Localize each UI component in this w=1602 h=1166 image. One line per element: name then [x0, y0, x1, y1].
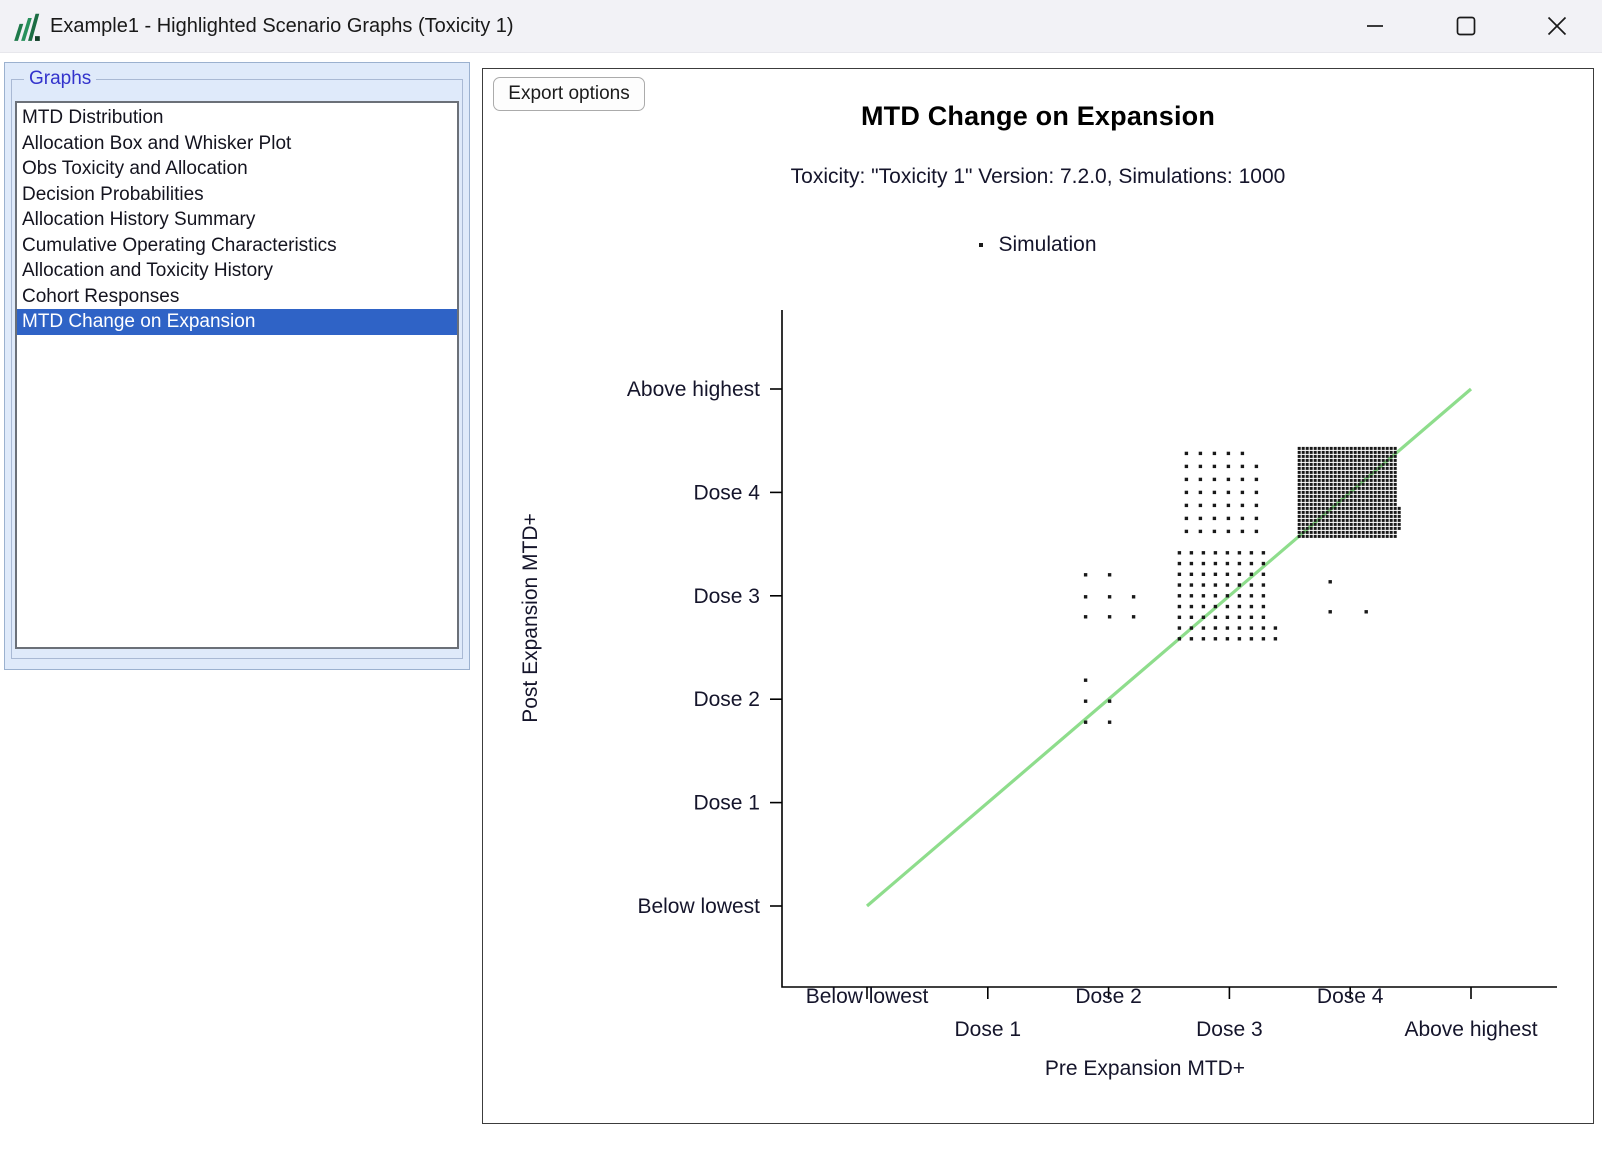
y-tick-label: Dose 4: [693, 481, 760, 504]
x-tick-label: Dose 3: [1196, 1018, 1263, 1041]
y-tick-label: Dose 3: [693, 585, 760, 608]
x-tick-label: Above highest: [1404, 1018, 1537, 1041]
graphs-groupbox-label: Graphs: [24, 68, 97, 90]
window-title: Example1 - Highlighted Scenario Graphs (…: [50, 15, 514, 37]
graphs-panel: Graphs MTD Distribution Allocation Box an…: [4, 62, 470, 670]
export-options-button[interactable]: Export options: [493, 77, 645, 111]
graph-list-item-5[interactable]: Allocation History Summary: [22, 209, 256, 230]
minimize-button[interactable]: [1329, 0, 1420, 52]
scatter-group-Dose3-Dose4: [1184, 451, 1259, 534]
maximize-button[interactable]: [1420, 0, 1511, 52]
chart-panel: Below lowest Dose 1 Dose 2 Dose 3 Dose 4 Abov…: [482, 68, 1594, 1124]
axes-frame: [781, 310, 1557, 988]
graph-list-item-8[interactable]: Cohort Responses: [22, 285, 180, 307]
graph-list-item-9[interactable]: MTD Change on Expansion: [17, 309, 457, 335]
x-tick-label: Dose 4: [1317, 985, 1384, 1008]
chart-title: MTD Change on Expansion: [860, 101, 1216, 131]
x-tick-label: Dose 1: [955, 1018, 1022, 1041]
scatter-group-Dose3-Dose3: [1177, 551, 1278, 641]
graph-list-item-4[interactable]: Decision Probabilities: [22, 183, 204, 205]
graphs-groupbox: Graphs MTD Distribution Allocation Box an…: [11, 68, 463, 659]
graph-list-item-7[interactable]: Allocation and Toxicity History: [22, 260, 273, 281]
scatter-group-Dose2-Dose2: [1083, 678, 1112, 724]
x-axis-title: Pre Expansion MTD+: [1045, 1057, 1245, 1080]
graph-list-item-3[interactable]: Obs Toxicity and Allocation: [22, 158, 248, 179]
y-axis-title: Post Expansion MTD+: [519, 513, 542, 723]
graphs-listbox[interactable]: MTD Distribution Allocation Box and Whisk…: [15, 101, 459, 649]
y-tick-label: Below lowest: [637, 895, 760, 918]
graph-list-item-6[interactable]: Cumulative Operating Characteristics: [22, 234, 337, 256]
legend-label: Simulation: [998, 233, 1097, 256]
title-bar: Example1 - Highlighted Scenario Graphs (…: [0, 0, 1602, 53]
window-controls: [1329, 0, 1602, 52]
simulation-marker-icon: [979, 243, 984, 247]
y-tick-label: Dose 1: [693, 792, 760, 815]
chart-subtitle: Toxicity: "Toxicity 1" Version: 7.2.0, S…: [790, 165, 1286, 188]
scatter-group-Dose4-Dose4: [1297, 446, 1401, 538]
close-button[interactable]: [1511, 0, 1602, 52]
identity-line: [865, 387, 1473, 908]
y-tick-label: Dose 2: [693, 688, 760, 711]
graph-list-item-1[interactable]: MTD Distribution: [22, 107, 164, 128]
plot-area: Below lowest Dose 1 Dose 2 Dose 3 Dose 4 Abov…: [519, 310, 1557, 1080]
graph-list-item-2[interactable]: Allocation Box and Whisker Plot: [22, 132, 292, 154]
x-axis: Below lowest Dose 1 Dose 2 Dose 3 Dose 4 Abov…: [806, 985, 1538, 1041]
chart-legend: Simulation: [483, 232, 1593, 258]
scatter-group-Dose4-Dose3: [1328, 580, 1368, 614]
y-axis: Below lowest Dose 1 Dose 2 Dose 3 Dose 4 Abov…: [627, 378, 782, 918]
x-tick-label: Dose 2: [1075, 985, 1142, 1008]
x-tick-label: Below lowest: [806, 985, 929, 1008]
scatter-group-Dose2-Dose3: [1083, 573, 1136, 619]
y-tick-label: Above highest: [627, 378, 760, 401]
app-icon: [12, 10, 42, 42]
